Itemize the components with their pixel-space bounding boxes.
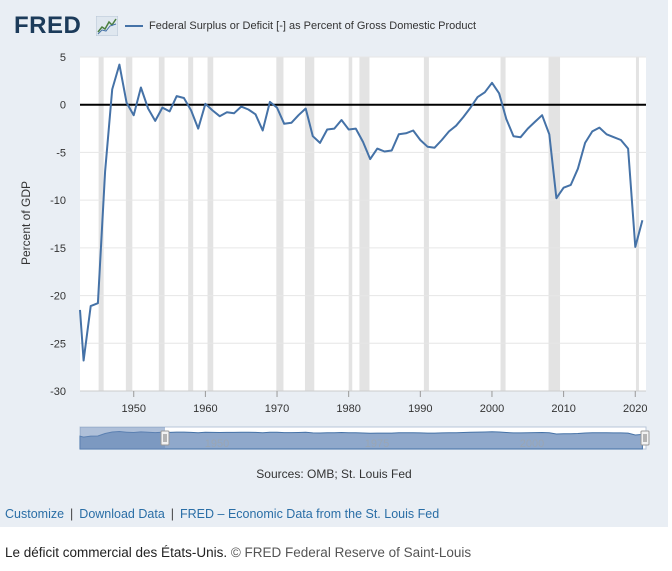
grid-lines	[80, 56, 646, 392]
navigator-label: 2000	[520, 438, 544, 450]
fred-logo-chart-icon	[96, 16, 118, 36]
fred-home-link[interactable]: FRED – Economic Data from the St. Louis …	[180, 507, 440, 521]
x-tick-label: 2000	[480, 403, 504, 415]
recession-band	[207, 57, 214, 391]
recession-band	[276, 57, 284, 391]
recession-band	[500, 57, 506, 391]
x-tick-label: 1950	[121, 403, 145, 415]
y-tick-label: -15	[50, 243, 66, 255]
customize-link[interactable]: Customize	[5, 507, 65, 521]
recession-band	[158, 57, 165, 391]
navigator-mask	[80, 427, 165, 449]
fred-logo[interactable]: FRED	[14, 12, 82, 39]
x-tick-label: 1990	[408, 403, 432, 415]
x-tick-label: 1970	[265, 403, 289, 415]
chart-legend: Federal Surplus or Deficit [-] as Percen…	[125, 20, 476, 32]
y-tick-label: 5	[60, 52, 66, 64]
recession-band	[548, 57, 561, 391]
y-tick-labels: 5 0 -5 -10 -15 -20 -25 -30	[50, 52, 66, 398]
x-tick-labels: 1950 1960 1970 1980 1990 2000 2010 2020	[121, 391, 647, 415]
recession-band	[304, 57, 315, 391]
image-caption: Le déficit commercial des États-Unis. © …	[5, 545, 471, 560]
link-separator: |	[170, 507, 175, 521]
range-navigator: 1950 1975 2000	[79, 426, 650, 450]
y-axis-label: Percent of GDP	[19, 180, 33, 266]
y-tick-label: -10	[50, 195, 66, 207]
legend-label: Federal Surplus or Deficit [-] as Percen…	[149, 20, 477, 32]
recession-band	[359, 57, 370, 391]
x-tick-label: 1980	[336, 403, 360, 415]
y-tick-label: -30	[50, 386, 66, 398]
y-tick-label: 0	[60, 100, 66, 112]
line-chart[interactable]: 5 0 -5 -10 -15 -20 -25 -30 1950 1960 1970 1980 1990…	[0, 0, 668, 460]
recession-band	[348, 57, 353, 391]
link-separator: |	[70, 507, 74, 521]
recession-band	[423, 57, 429, 391]
legend-swatch	[125, 25, 143, 27]
download-data-link[interactable]: Download Data	[79, 507, 165, 521]
y-tick-label: -20	[50, 291, 66, 303]
footer-links: Customize | Download Data | FRED – Economic …	[5, 507, 439, 521]
caption-text: Le déficit commercial des États-Unis.	[5, 545, 228, 560]
sources-text: Sources: OMB; St. Louis Fed	[256, 467, 412, 481]
navigator-label: 1950	[205, 438, 229, 450]
recession-band	[188, 57, 194, 391]
y-tick-label: -5	[56, 147, 66, 159]
series-line	[79, 63, 644, 362]
x-tick-label: 2010	[551, 403, 575, 415]
x-tick-label: 2020	[623, 403, 647, 415]
chart-panel: FRED Federal Surplus or Deficit [-] as P…	[0, 0, 668, 527]
y-tick-label: -25	[50, 338, 66, 350]
navigator-handle[interactable]	[640, 430, 650, 446]
navigator-handle[interactable]	[160, 430, 170, 446]
recession-band	[125, 57, 133, 391]
caption-credit: © FRED Federal Reserve of Saint-Louis	[230, 545, 472, 560]
recession-band	[98, 57, 104, 391]
recession-bands	[98, 57, 639, 391]
navigator-label: 1975	[365, 438, 389, 450]
x-tick-label: 1960	[193, 403, 217, 415]
series-lines	[79, 63, 644, 362]
recession-band	[635, 57, 639, 391]
